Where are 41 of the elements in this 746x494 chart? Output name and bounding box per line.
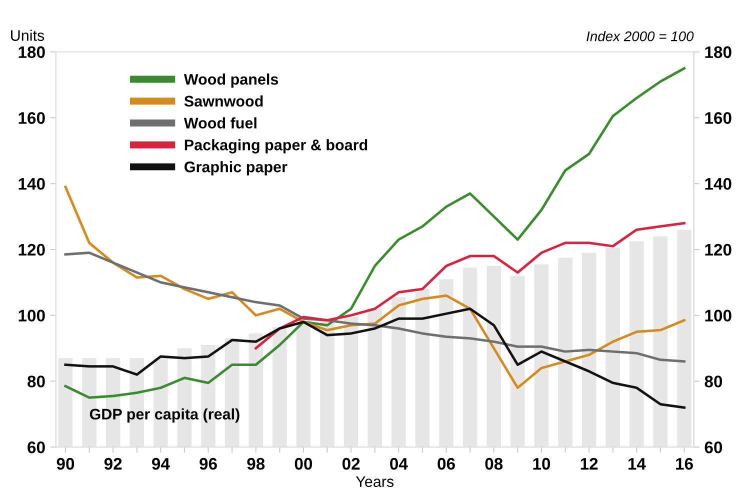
x-tick-label: 92 xyxy=(104,458,122,470)
x-tick-label: 02 xyxy=(342,458,360,470)
legend-label: Packaging paper & board xyxy=(184,139,368,154)
x-tick-label: 16 xyxy=(676,458,693,470)
line-series xyxy=(64,252,686,363)
y2-tick-label: 180 xyxy=(705,46,732,58)
x-axis-title: Years xyxy=(356,476,394,488)
line-series xyxy=(254,222,686,350)
y-tick-label: 120 xyxy=(18,244,45,256)
x-tick-label: 00 xyxy=(294,458,312,470)
text: Index 2000 = 100 xyxy=(586,31,694,42)
x-tick-label: 08 xyxy=(485,458,503,470)
y2-tick-label: 60 xyxy=(704,441,722,454)
legend-label: Wood fuel xyxy=(184,117,256,129)
series-label: GDP per capita (real) xyxy=(90,408,240,423)
x-tick-label: 06 xyxy=(438,458,455,470)
y-tick-label: 180 xyxy=(18,46,45,58)
y2-tick-label: 120 xyxy=(705,244,732,256)
y2-tick-label: 160 xyxy=(705,112,732,124)
line-series xyxy=(64,67,686,399)
y-tick-label: 80 xyxy=(28,376,45,388)
legend-label: Wood panels xyxy=(184,74,278,88)
y2-tick-label: 140 xyxy=(705,178,732,190)
y-axis-title: Units xyxy=(11,30,44,41)
line-series xyxy=(64,308,686,409)
x-tick-label: 94 xyxy=(152,458,170,470)
legend-label: Sawnwood xyxy=(184,95,263,107)
y-tick-label: 140 xyxy=(18,178,45,190)
x-tick-label: 14 xyxy=(628,458,646,470)
y-tick-label: 100 xyxy=(18,310,45,322)
x-tick-label: 10 xyxy=(533,458,550,470)
y-tick-label: 160 xyxy=(18,112,45,124)
y2-tick-label: 100 xyxy=(705,310,732,322)
x-tick-label: 96 xyxy=(200,458,217,470)
legend-label: Graphic paper xyxy=(184,161,288,176)
x-tick-label: 98 xyxy=(247,458,265,470)
x-tick-label: 90 xyxy=(56,458,74,470)
y-tick-label: 60 xyxy=(28,441,45,454)
x-tick-label: 12 xyxy=(580,458,598,470)
y2-tick-label: 80 xyxy=(704,376,722,388)
x-tick-label: 04 xyxy=(390,458,408,470)
